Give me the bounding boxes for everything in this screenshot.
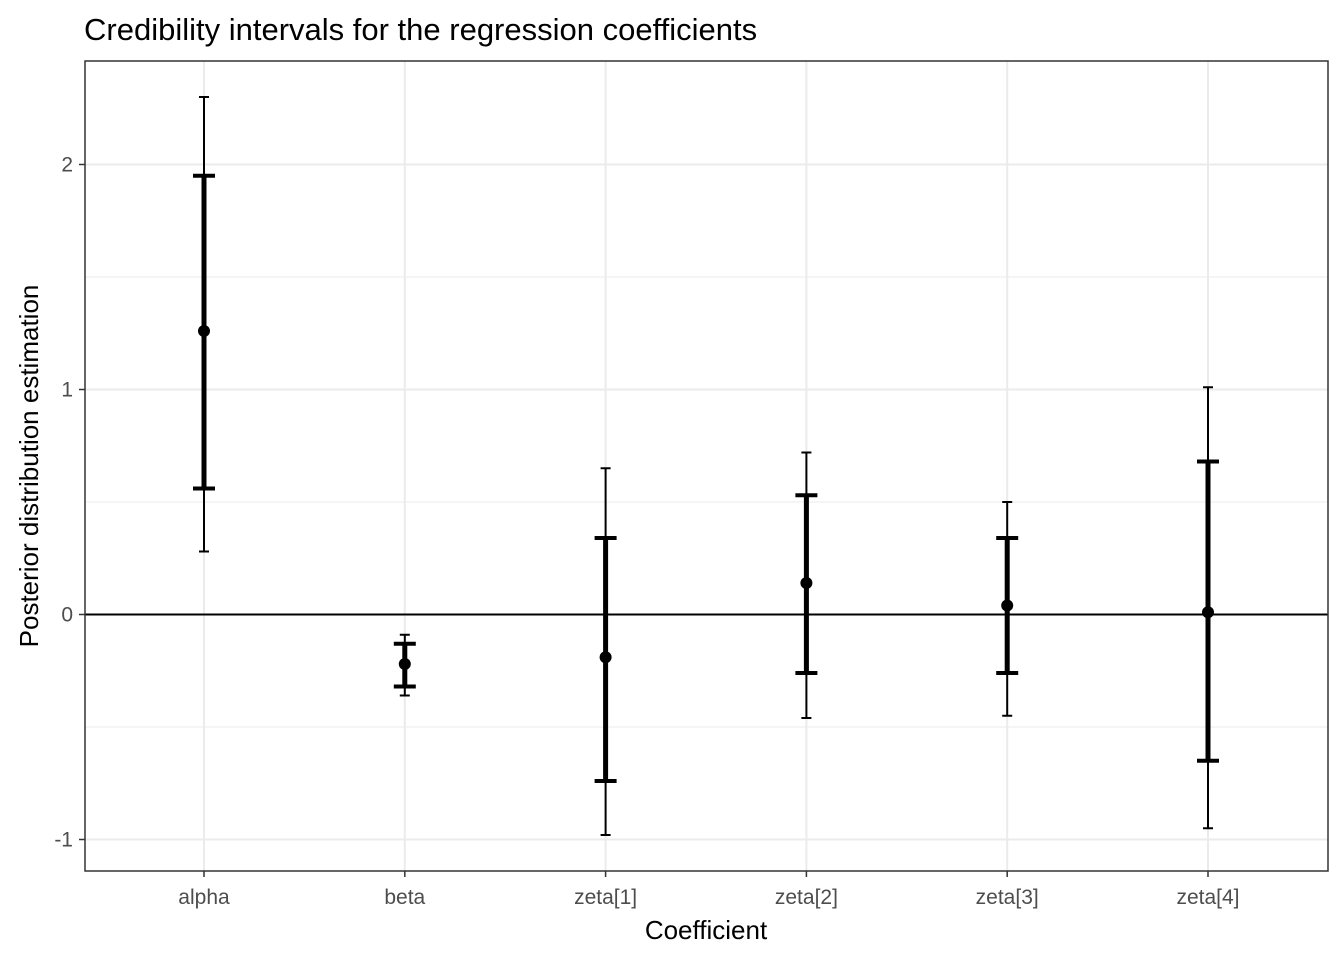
point-estimate xyxy=(398,658,411,670)
axes: -1 0 1 2 alpha beta zeta[1] zeta[2] zeta[3] zeta[… xyxy=(54,60,1329,909)
point-estimate xyxy=(800,577,813,589)
point-estimate xyxy=(1001,599,1014,612)
x-tick-label: zeta[1] xyxy=(574,886,637,909)
interval-marks xyxy=(85,96,1328,836)
panel-background xyxy=(85,61,1328,871)
point-estimate xyxy=(599,651,612,664)
x-tick-label: zeta[3] xyxy=(976,886,1039,909)
panel-border xyxy=(84,60,1329,872)
x-axis-title: Coefficient xyxy=(645,915,768,945)
y-tick-label: 1 xyxy=(61,379,73,402)
point-estimate xyxy=(1202,606,1214,619)
y-tick-label: -1 xyxy=(54,829,73,852)
x-tick-label: zeta[2] xyxy=(775,886,838,909)
grid xyxy=(85,61,1328,871)
y-tick-label: 2 xyxy=(61,154,73,177)
point-estimate xyxy=(198,325,210,337)
x-tick-label: beta xyxy=(384,886,425,909)
chart-title: Credibility intervals for the regression… xyxy=(84,12,757,47)
y-axis-title: Posterior distribution estimation xyxy=(14,285,44,648)
x-tick-label: zeta[4] xyxy=(1176,886,1239,909)
x-tick-label: alpha xyxy=(178,886,230,909)
y-tick-label: 0 xyxy=(61,604,73,627)
